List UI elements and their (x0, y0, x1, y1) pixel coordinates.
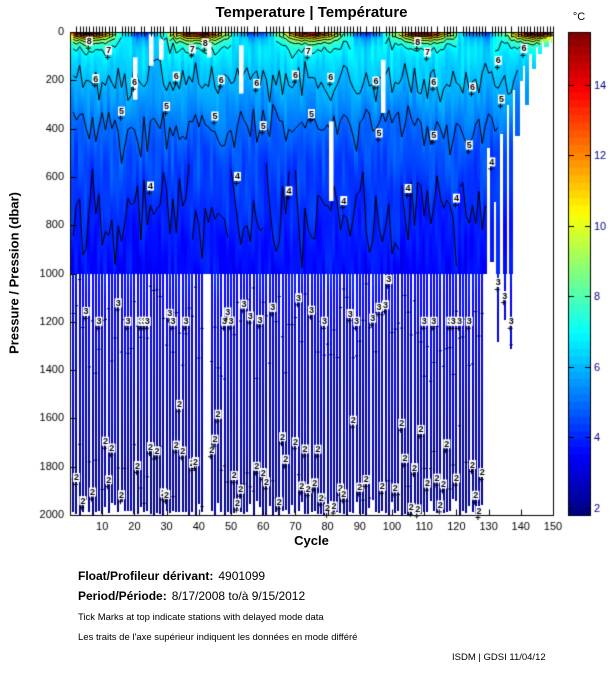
float-id-value: 4901099 (218, 569, 266, 583)
period-value: 8/17/2008 to/à 9/15/2012 (171, 589, 306, 603)
issuer-date-credit: ISDM | GDSI 11/04/12 (452, 652, 546, 663)
y-axis-label: Pressure / Pression (dbar) (6, 192, 22, 354)
period-line: Period/Période: 8/17/2008 to/à 9/15/2012 (78, 586, 305, 606)
delayed-mode-note-fr: Les traits de l'axe supérieur indiquent … (78, 632, 358, 643)
float-id-line: Float/Profileur dérivant: 4901099 (78, 566, 305, 586)
delayed-mode-note-en: Tick Marks at top indicate stations with… (78, 612, 324, 623)
colorbar-unit-label: °C (572, 11, 586, 23)
x-axis-label: Cycle (294, 533, 329, 548)
plot-title: Temperature | Température (215, 4, 408, 21)
float-id-label: Float/Profileur dérivant: (78, 569, 214, 583)
period-label: Period/Période: (78, 589, 167, 603)
figure-footer: Float/Profileur dérivant: 4901099 Period/… (78, 566, 305, 606)
